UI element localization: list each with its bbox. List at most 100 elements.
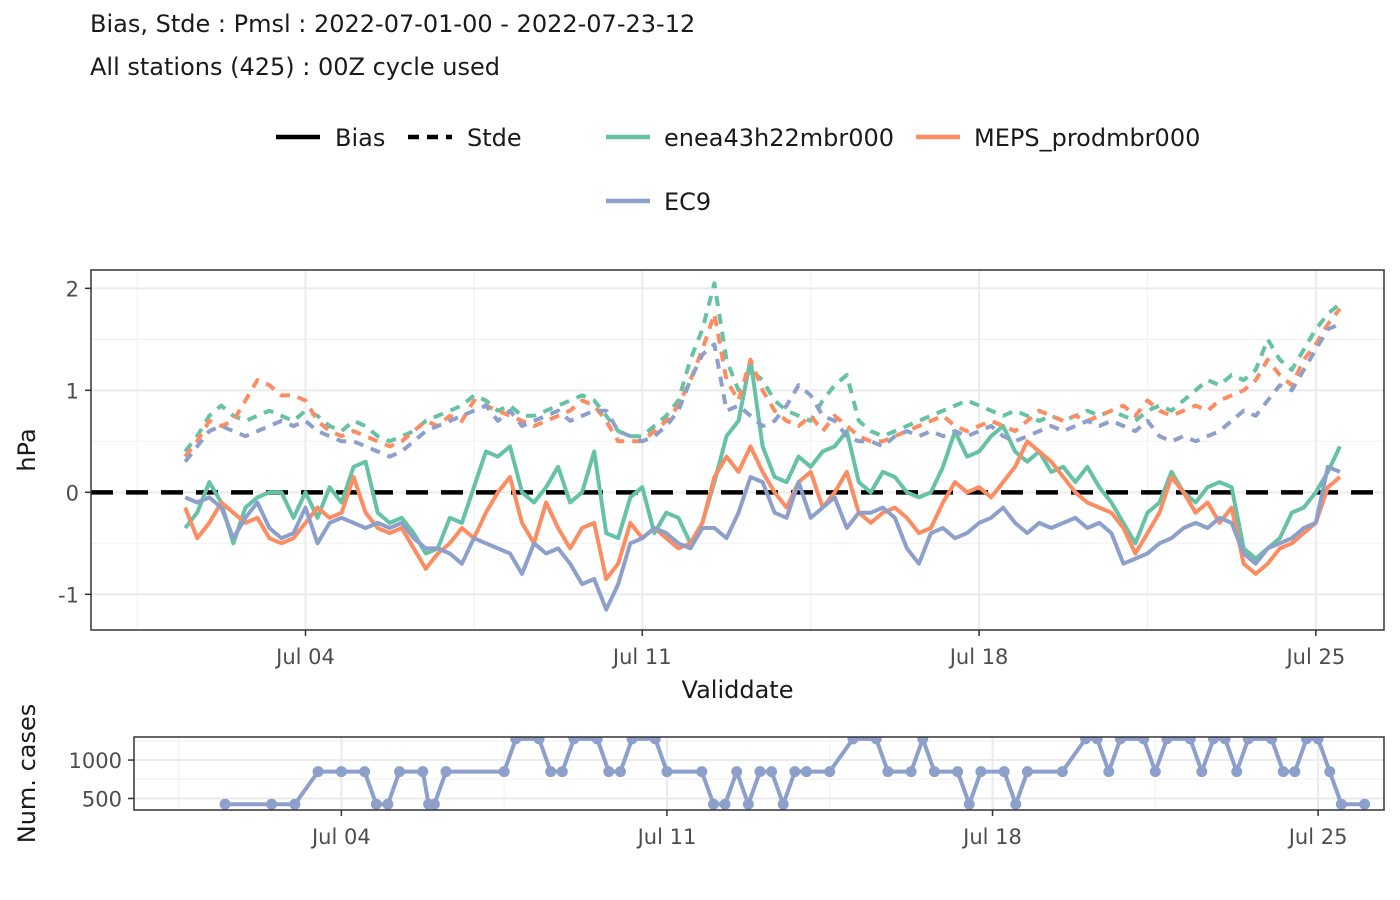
- data-point: [1289, 766, 1301, 778]
- data-point: [731, 766, 743, 778]
- data-point: [847, 737, 859, 745]
- y-tick-label: 1000: [69, 749, 122, 773]
- data-point: [824, 766, 836, 778]
- data-point: [696, 766, 708, 778]
- x-tick-label: Jul 25: [1284, 645, 1345, 669]
- data-point: [742, 798, 754, 810]
- data-point: [754, 766, 766, 778]
- panel-border: [133, 736, 1385, 811]
- data-point: [335, 766, 347, 778]
- legend-label-stde: Stde: [467, 124, 522, 152]
- y-tick-label: 0: [66, 481, 79, 505]
- data-point: [928, 766, 940, 778]
- data-point: [1219, 737, 1231, 745]
- data-point: [882, 766, 894, 778]
- chart-subtitle: All stations (425) : 00Z cycle used: [90, 53, 500, 81]
- ec9-bias-line: [184, 464, 1341, 612]
- data-point: [1207, 737, 1219, 745]
- data-point: [952, 766, 964, 778]
- series-group: [183, 281, 1342, 612]
- data-point: [1114, 737, 1126, 745]
- data-point: [975, 766, 987, 778]
- data-point: [440, 766, 452, 778]
- x-tick-label: Jul 04: [274, 645, 335, 669]
- legend-label-enea43h22mbr000: enea43h22mbr000: [664, 124, 894, 152]
- data-point: [1080, 737, 1092, 745]
- data-point: [905, 766, 917, 778]
- data-point: [510, 737, 522, 745]
- data-point: [1359, 798, 1371, 810]
- data-point: [382, 798, 394, 810]
- enea43h22mbr000-stde-line: [183, 281, 1342, 453]
- y-axis-label: Num. cases: [13, 704, 41, 843]
- enea43h22mbr000-bias-line: [183, 357, 1342, 561]
- data-point: [1300, 737, 1312, 745]
- data-point: [533, 737, 545, 745]
- data-point: [568, 737, 580, 745]
- x-tick-label: Jul 18: [961, 825, 1022, 849]
- data-point: [1091, 737, 1103, 745]
- data-point: [394, 766, 406, 778]
- data-point: [603, 766, 615, 778]
- data-point: [789, 766, 801, 778]
- data-point: [417, 766, 429, 778]
- data-point: [707, 798, 719, 810]
- data-point: [1242, 737, 1254, 745]
- chart-title: Bias, Stde : Pmsl : 2022-07-01-00 - 2022…: [90, 10, 696, 38]
- data-point: [1103, 766, 1115, 778]
- x-tick-label: Jul 18: [948, 645, 1009, 669]
- data-point: [1335, 798, 1347, 810]
- data-point: [1138, 737, 1150, 745]
- data-point: [870, 737, 882, 745]
- series-group: [219, 737, 1371, 810]
- data-point: [917, 737, 929, 745]
- y-tick-label: 1: [66, 379, 79, 403]
- data-point: [1277, 766, 1289, 778]
- data-point: [998, 766, 1010, 778]
- data-point: [719, 798, 731, 810]
- data-point: [1231, 766, 1243, 778]
- data-point: [661, 766, 673, 778]
- data-point: [766, 766, 778, 778]
- data-point: [498, 766, 510, 778]
- data-point: [1010, 798, 1022, 810]
- data-point: [1196, 766, 1208, 778]
- legend: Bias Stde enea43h22mbr000 MEPS_prodmbr000 EC…: [276, 124, 1200, 216]
- x-tick-label: Jul 04: [310, 825, 371, 849]
- meps-prodmbr000-stde-line: [183, 307, 1342, 458]
- data-point: [1266, 737, 1278, 745]
- x-tick-label: Jul 11: [611, 645, 672, 669]
- data-point: [359, 766, 371, 778]
- data-point: [963, 798, 975, 810]
- data-point: [556, 766, 568, 778]
- data-point: [1149, 766, 1161, 778]
- y-axis-label: hPa: [13, 428, 41, 471]
- data-point: [591, 737, 603, 745]
- data-point: [800, 766, 812, 778]
- main-panel: Jul 04 Jul 11 Jul 18 Jul 25 -1 0 1 2 Validdate hP…: [13, 269, 1385, 704]
- ec9-count-line: [225, 737, 1365, 807]
- legend-label-ec9: EC9: [664, 188, 711, 216]
- y-tick-label: 2: [66, 277, 79, 301]
- data-point: [289, 798, 301, 810]
- data-point: [1312, 737, 1324, 745]
- legend-label-meps-prodmbr000: MEPS_prodmbr000: [974, 124, 1200, 152]
- data-point: [777, 798, 789, 810]
- y-tick-label: 500: [82, 787, 122, 811]
- data-point: [1184, 737, 1196, 745]
- data-point: [1161, 737, 1173, 745]
- ec9-stde-line: [183, 322, 1341, 463]
- x-axis-label: Validdate: [682, 676, 794, 704]
- data-point: [1056, 766, 1068, 778]
- data-point: [370, 798, 382, 810]
- data-point: [428, 798, 440, 810]
- panel-border: [90, 269, 1385, 631]
- data-point: [614, 766, 626, 778]
- legend-label-bias: Bias: [335, 124, 385, 152]
- y-tick-label: -1: [58, 583, 79, 607]
- data-point: [649, 737, 661, 745]
- data-point: [1324, 766, 1336, 778]
- data-point: [626, 737, 638, 745]
- cases-panel: Jul 04 Jul 11 Jul 18 Jul 25 500 1000 Num. case…: [13, 704, 1385, 849]
